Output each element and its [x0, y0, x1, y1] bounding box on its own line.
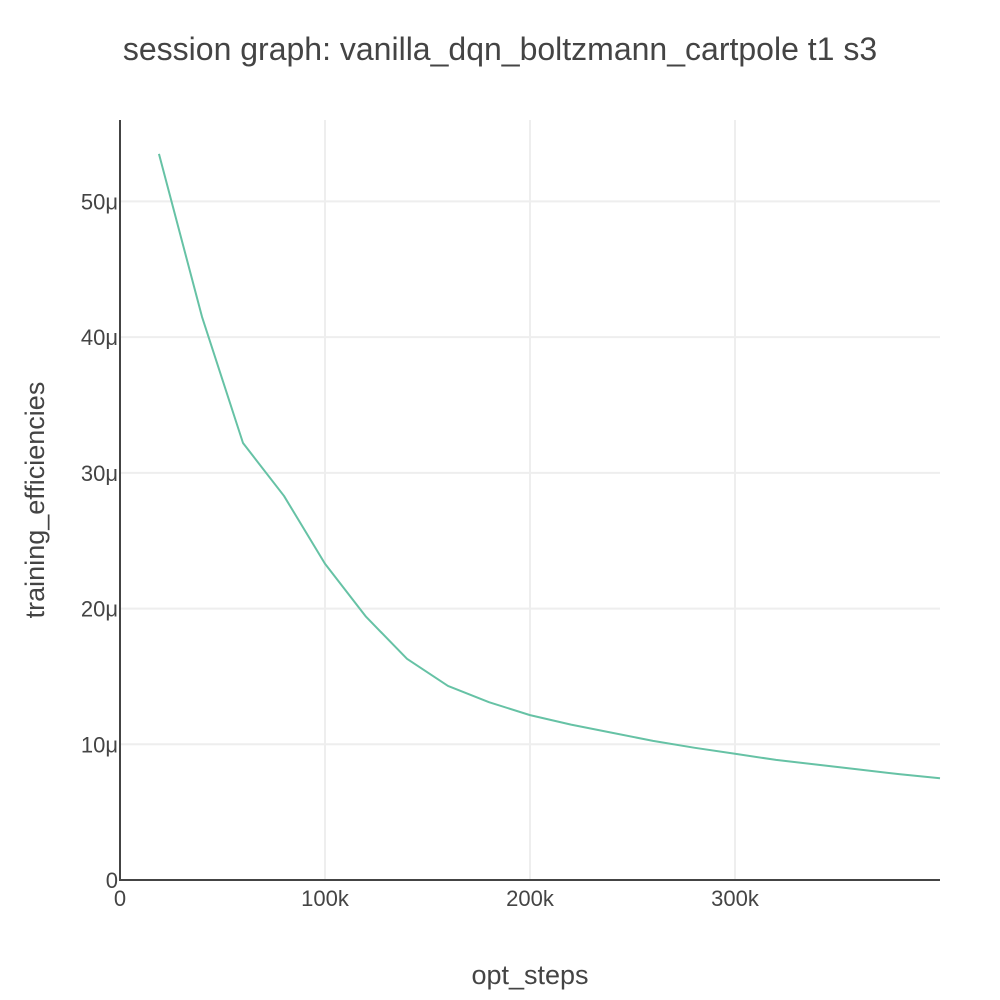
x-tick-label: 0 — [114, 886, 126, 911]
grid-lines — [120, 120, 940, 880]
y-tick-label: 0 — [106, 868, 118, 893]
tick-labels: 0 100k 200k 300k 0 10μ 20μ 30μ 40μ 50μ — [81, 189, 760, 911]
series-line — [157, 153, 941, 780]
y-tick-label: 20μ — [81, 597, 118, 622]
y-tick-label: 10μ — [81, 732, 118, 757]
y-tick-label: 50μ — [81, 189, 118, 214]
axes — [119, 120, 940, 881]
y-tick-label: 30μ — [81, 461, 118, 486]
y-axis-title: training_efficiencies — [20, 382, 50, 619]
x-tick-label: 200k — [506, 886, 555, 911]
x-tick-label: 300k — [711, 886, 760, 911]
y-tick-label: 40μ — [81, 325, 118, 350]
chart-title: session graph: vanilla_dqn_boltzmann_car… — [123, 31, 877, 67]
series-layer — [157, 153, 941, 780]
x-tick-label: 100k — [301, 886, 350, 911]
x-axis-title: opt_steps — [471, 960, 588, 990]
